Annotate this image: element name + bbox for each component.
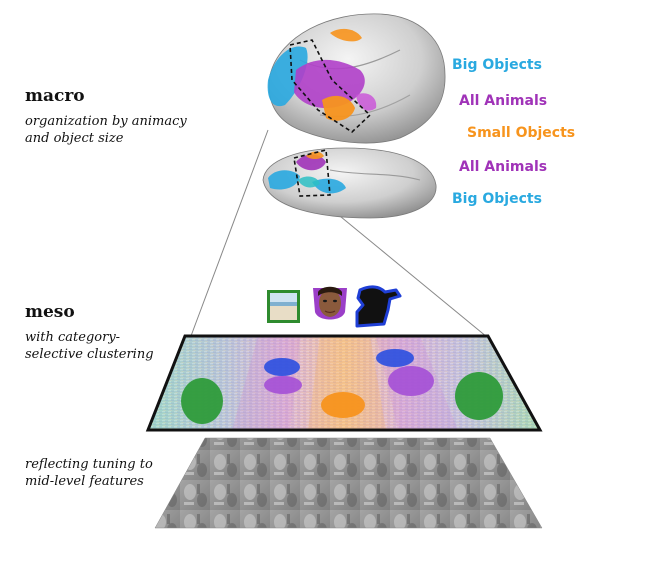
scene-cluster-right <box>455 372 503 420</box>
micro-description-line2: mid-level features <box>25 474 144 489</box>
brain-lateral-view <box>267 13 446 144</box>
meso-title: meso <box>25 302 75 322</box>
macro-title: macro <box>25 86 85 106</box>
label-big-objects-bottom: Big Objects <box>452 191 542 207</box>
macro-description-line2: and object size <box>25 131 124 146</box>
micro-description: reflecting tuning to mid-level features <box>25 456 205 490</box>
label-all-animals-top: All Animals <box>459 93 548 109</box>
connector-line-right <box>334 211 488 338</box>
meso-description-line2: selective clustering <box>25 347 154 362</box>
label-big-objects-top: Big Objects <box>452 57 542 73</box>
face-cluster-right <box>388 366 434 396</box>
meso-description: with category- selective clustering <box>25 329 205 363</box>
micro-description-line1: reflecting tuning to <box>25 457 153 472</box>
macro-description: organization by animacy and object size <box>25 113 205 147</box>
connector-line-left <box>184 129 269 353</box>
scene-cluster-left <box>181 378 223 424</box>
brain-ventral-view <box>262 147 437 219</box>
face-cluster-left <box>264 376 302 394</box>
face-photo-icon <box>313 286 347 320</box>
label-small-objects: Small Objects <box>467 125 576 141</box>
body-cluster-left <box>264 358 300 376</box>
macro-description-line1: organization by animacy <box>25 114 187 129</box>
meso-plane <box>145 334 543 432</box>
scene-photo-icon <box>267 290 300 323</box>
micro-feature-plane <box>154 437 543 529</box>
small-object-cluster <box>321 392 365 418</box>
meso-description-line1: with category- <box>25 330 121 345</box>
body-silhouette-icon <box>355 285 402 328</box>
label-all-animals-bottom: All Animals <box>459 159 548 175</box>
body-cluster-right <box>376 349 414 367</box>
